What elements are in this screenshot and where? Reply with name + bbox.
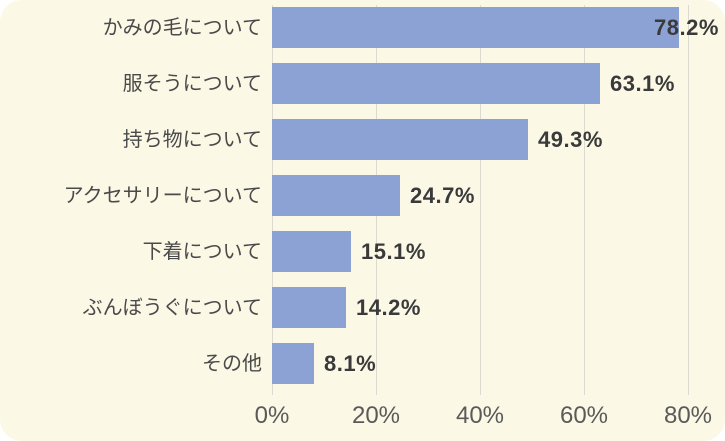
value-label: 78.2% [654,14,719,40]
gridline-80pct [688,5,689,395]
category-label: 持ち物について [122,128,262,151]
bar [272,343,314,384]
x-axis-tick-label: 40% [455,402,505,429]
value-label: 14.2% [356,294,421,320]
bar [272,119,528,160]
value-label: 8.1% [324,350,377,376]
category-label: ぶんぼうぐについて [82,296,262,319]
x-axis-tick-label: 20% [351,402,401,429]
value-label: 24.7% [410,182,475,208]
category-label: 下着について [142,240,262,263]
value-label: 63.1% [610,70,675,96]
bar [272,7,679,48]
category-label: アクセサリーについて [63,184,262,207]
bar [272,287,346,328]
gridline-40pct [480,5,481,395]
category-label: その他 [202,352,262,375]
gridline-60pct [584,5,585,395]
x-axis-tick-label: 80% [663,402,713,429]
category-label: 服そうについて [122,72,262,95]
bar [272,63,600,104]
value-label: 15.1% [361,238,426,264]
bar [272,175,400,216]
x-axis-tick-label: 0% [254,402,290,429]
category-label: かみの毛について [102,16,262,39]
bar [272,231,351,272]
x-axis-tick-label: 60% [559,402,609,429]
value-label: 49.3% [538,126,603,152]
